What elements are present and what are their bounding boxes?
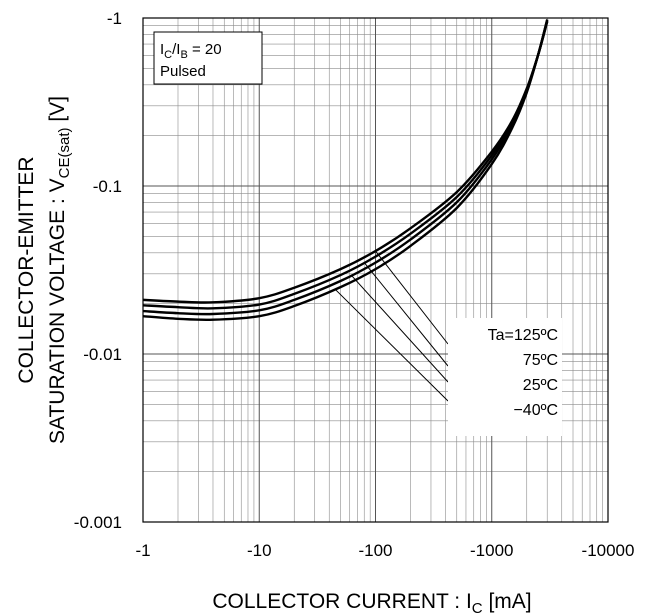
series-line-minus40 [143,19,549,322]
curves [143,19,549,322]
legend-leader-125 [375,250,449,345]
y-tick-label: -0.001 [74,513,122,532]
condition-box-frame [153,31,263,85]
y-axis-title-line1: COLLECTOR-EMITTER [15,156,38,383]
x-tick-label: -100 [358,541,392,560]
y-axis-title-line2: SATURATION VOLTAGE : VCE(sat) [V] [46,96,73,444]
legend-label-minus40: −40ºC [513,402,558,419]
condition-box: IC/IB = 20 Pulsed [153,31,263,85]
y-axis-title-line1-group: COLLECTOR-EMITTER [15,156,38,383]
condition-ratio: IC/IB = 20 [160,41,222,61]
legend-leader-minus40 [334,288,449,402]
legend-leader-75 [363,262,449,367]
plot-frame [142,17,609,523]
x-tick-label: -10000 [582,541,635,560]
x-axis-title: COLLECTOR CURRENT : IC [mA] [212,590,531,614]
legend-leader-25 [350,274,449,383]
x-tick-labels: -1 -10 -100 -1000 -10000 [135,541,634,560]
legend: Ta=125ºC 75ºC 25ºC −40ºC [448,318,562,436]
legend-label-25: 25ºC [523,377,558,394]
condition-mode: Pulsed [160,63,206,80]
legend-leader-lines [334,250,449,402]
x-tick-label: -10 [247,541,272,560]
y-tick-labels: -0.001 -0.01 -0.1 -1 [74,9,122,532]
x-tick-label: -1 [135,541,150,560]
legend-background [448,318,562,436]
legend-label-125: Ta=125ºC [488,327,558,344]
legend-label-75: 75ºC [523,352,558,369]
y-tick-label: -1 [107,9,122,28]
y-tick-label: -0.1 [93,177,122,196]
y-axis-title-line2-group: SATURATION VOLTAGE : VCE(sat) [V] [46,96,73,444]
y-tick-label: -0.01 [83,345,122,364]
x-tick-label: -1000 [470,541,513,560]
